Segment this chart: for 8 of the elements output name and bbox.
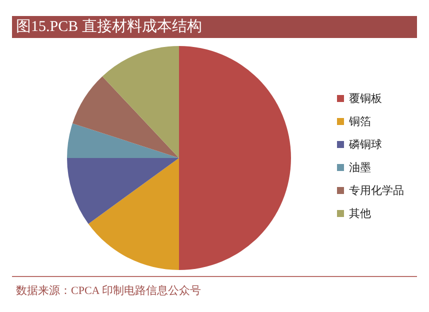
source-note: 数据来源：CPCA 印制电路信息公众号 <box>12 276 417 298</box>
legend-label: 其他 <box>349 207 371 220</box>
legend-label: 铜箔 <box>348 115 371 128</box>
chart-title: 图15.PCB 直接材料成本结构 <box>12 16 417 38</box>
legend-label: 油墨 <box>349 161 371 174</box>
legend-label: 覆铜板 <box>349 92 382 105</box>
legend-label: 磷铜球 <box>348 138 382 151</box>
legend-label: 专用化学品 <box>349 184 404 197</box>
